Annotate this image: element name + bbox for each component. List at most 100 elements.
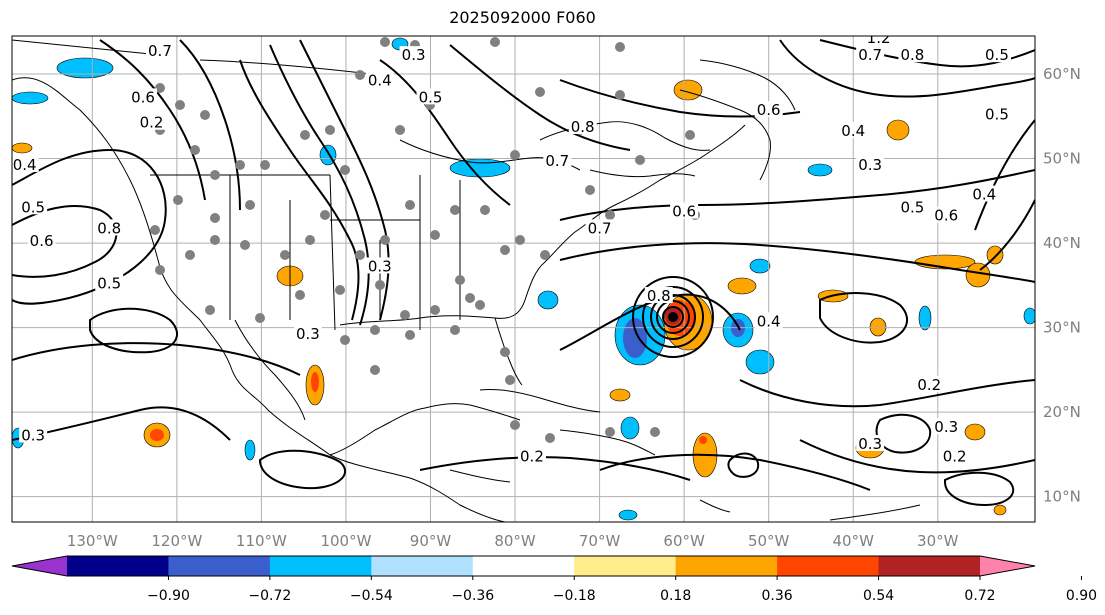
colorbar-label: −0.72 bbox=[248, 588, 291, 604]
contour-labels: 0.7 0.3 0.4 0.5 0.6 0.2 0.4 0.5 0.6 0.8 0.5 0.3 0.3 0… bbox=[12, 29, 1011, 466]
anomaly-patch bbox=[918, 305, 932, 331]
contour-label-bg bbox=[399, 46, 428, 63]
lat-tick-label: 10°N bbox=[1043, 488, 1081, 506]
anomaly-patch bbox=[993, 504, 1007, 516]
colorbar-outline bbox=[11, 555, 1036, 577]
anomaly-patch bbox=[807, 163, 833, 177]
contour-label: 0.6 bbox=[672, 202, 696, 220]
contour-label: 0.5 bbox=[985, 46, 1009, 64]
contour-label: 0.5 bbox=[985, 105, 1009, 123]
colorbar-segment bbox=[67, 556, 169, 576]
contour-label-bg bbox=[365, 71, 394, 88]
lon-tick-label: 40°W bbox=[833, 532, 875, 550]
lon-tick-label: 60°W bbox=[663, 532, 705, 550]
colorbar-segment bbox=[472, 556, 575, 576]
contour-label-bg bbox=[915, 375, 944, 392]
anomaly-patch bbox=[150, 429, 164, 441]
contour-label-bg bbox=[19, 198, 48, 215]
contour-label-bg bbox=[932, 418, 961, 435]
colorbar-segment bbox=[777, 556, 880, 576]
colorbar-segment bbox=[675, 556, 778, 576]
contour-label: 0.5 bbox=[419, 88, 443, 106]
contour-label-bg bbox=[644, 287, 673, 304]
contour-label: 0.5 bbox=[21, 198, 45, 216]
contour-label: 0.8 bbox=[571, 118, 595, 136]
contour-label-bg bbox=[293, 325, 322, 342]
anomaly-patch bbox=[745, 349, 775, 375]
contour-label: 0.4 bbox=[972, 186, 996, 204]
contour-label-bg bbox=[970, 185, 999, 202]
contour-label-bg bbox=[940, 447, 969, 464]
colorbar-label: −0.54 bbox=[350, 588, 393, 604]
contour-label: 1.2 bbox=[867, 29, 891, 47]
contour-label: 0.3 bbox=[934, 418, 958, 436]
lon-tick-label: 100°W bbox=[320, 532, 371, 550]
map-title: 2025092000 F060 bbox=[449, 8, 596, 27]
contour-label: 0.4 bbox=[757, 312, 781, 330]
contour-label-bg bbox=[856, 434, 885, 451]
contour-label-bg bbox=[543, 151, 572, 168]
contour-label-bg bbox=[365, 257, 394, 274]
contour-label-bg bbox=[568, 117, 597, 134]
colorbar-label: −0.90 bbox=[147, 588, 190, 604]
lat-tick-label: 40°N bbox=[1043, 234, 1081, 252]
contour-label-bg bbox=[982, 46, 1011, 63]
contour-label-bg bbox=[145, 41, 174, 58]
lon-tick-label: 30°W bbox=[917, 532, 959, 550]
anomaly-patch bbox=[618, 509, 638, 521]
contour-label: 0.8 bbox=[647, 287, 671, 305]
colorbar-label: −0.36 bbox=[451, 588, 494, 604]
lon-tick-label: 90°W bbox=[410, 532, 452, 550]
anomaly-patch bbox=[12, 91, 49, 105]
contour-label: 0.2 bbox=[917, 376, 941, 394]
anomaly-patch bbox=[699, 436, 707, 444]
contour-label: 0.4 bbox=[841, 122, 865, 140]
contour-label-bg bbox=[856, 156, 885, 173]
contour-label-bg bbox=[19, 426, 48, 443]
colorbar: −0.90 −0.72 −0.54 −0.36 −0.18 0.18 0.36 0.54 0.7… bbox=[11, 555, 1097, 604]
contour-label: 0.3 bbox=[296, 325, 320, 343]
contour-label-bg bbox=[585, 219, 614, 236]
contour-label-bg bbox=[982, 105, 1011, 122]
map-frame bbox=[11, 35, 1036, 523]
lat-tick-label: 30°N bbox=[1043, 319, 1081, 337]
anomaly-patch bbox=[673, 79, 703, 101]
contour-label-bg bbox=[898, 198, 927, 215]
contour-label: 0.7 bbox=[545, 152, 569, 170]
colorbar-segment bbox=[371, 556, 474, 576]
colorbar-extend-high bbox=[980, 556, 1035, 576]
contour-label-bg bbox=[754, 312, 783, 329]
contour-label: 0.5 bbox=[97, 274, 121, 292]
lat-axis: 60°N 50°N 40°N 30°N 20°N 10°N bbox=[1043, 65, 1081, 506]
contour-label-bg bbox=[864, 36, 893, 46]
contour-label: 0.6 bbox=[131, 88, 155, 106]
lon-tick-label: 130°W bbox=[67, 532, 118, 550]
lat-tick-label: 20°N bbox=[1043, 403, 1081, 421]
coastline-layer bbox=[12, 39, 921, 522]
lat-tick-label: 60°N bbox=[1043, 65, 1081, 83]
contour-label: 0.6 bbox=[934, 207, 958, 225]
anomaly-patch bbox=[244, 439, 256, 461]
contour-label-bg bbox=[839, 122, 868, 139]
colorbar-segment bbox=[168, 556, 271, 576]
contour-label-bg bbox=[416, 88, 445, 105]
contour-label: 0.6 bbox=[757, 101, 781, 119]
anomaly-patch bbox=[727, 277, 757, 295]
contour-label-bg bbox=[95, 219, 124, 236]
anomaly-patch bbox=[609, 388, 631, 402]
anomaly-patch bbox=[311, 372, 319, 392]
anomaly-patch bbox=[964, 423, 986, 441]
colorbar-label: 0.90 bbox=[1066, 588, 1097, 604]
contour-label-bg bbox=[898, 46, 927, 63]
contour-label: 0.8 bbox=[900, 46, 924, 64]
contour-label: 0.5 bbox=[900, 198, 924, 216]
lat-tick-label: 50°N bbox=[1043, 150, 1081, 168]
contour-label-bg bbox=[95, 274, 124, 291]
colorbar-extend-low bbox=[12, 556, 67, 576]
anomaly-patch bbox=[56, 57, 114, 79]
contour-label: 0.2 bbox=[943, 448, 967, 466]
anomaly-patch bbox=[12, 142, 33, 154]
lon-tick-label: 80°W bbox=[494, 532, 536, 550]
